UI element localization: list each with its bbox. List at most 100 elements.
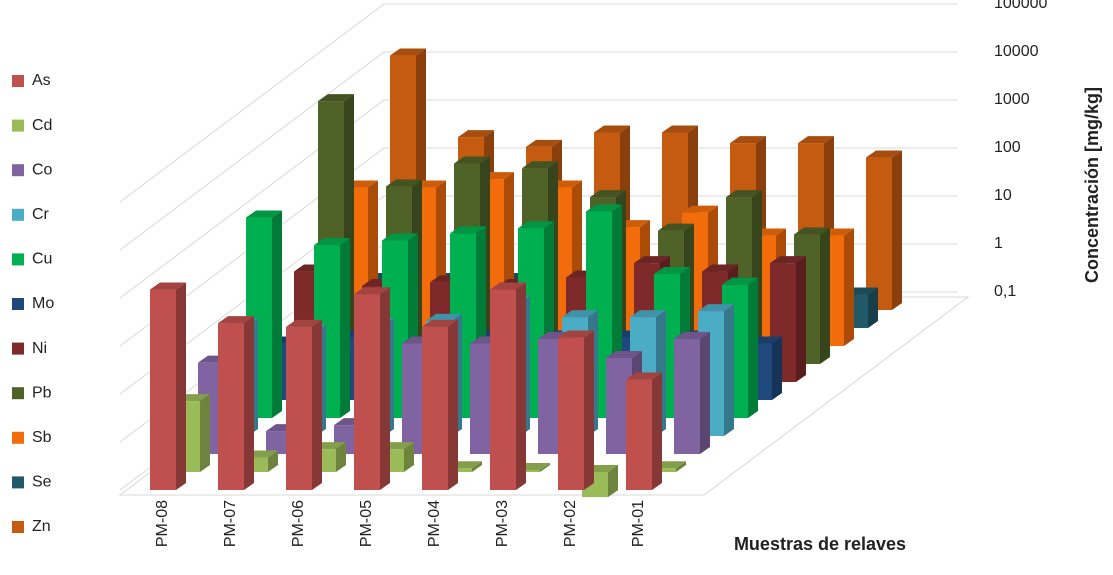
legend-swatch	[12, 387, 24, 400]
bar-top	[726, 190, 762, 198]
grid-line	[119, 147, 958, 347]
bar-top	[522, 161, 558, 169]
bar-front	[150, 289, 176, 490]
legend-swatch	[12, 521, 24, 533]
legend-label: Zn	[32, 518, 51, 535]
bar	[558, 330, 594, 490]
bar-top	[246, 210, 282, 218]
bar-top	[662, 125, 698, 133]
bar-top	[526, 139, 562, 147]
bar-top	[314, 238, 350, 246]
bar	[626, 372, 662, 490]
bar-top	[490, 282, 526, 290]
bar-side	[724, 304, 734, 436]
bar-front	[286, 326, 312, 490]
x-tick-label: PM-06	[290, 500, 307, 547]
legend-label: Pb	[32, 384, 52, 401]
bar-top	[698, 304, 734, 312]
legend-swatch	[12, 298, 24, 310]
bar-top	[518, 221, 554, 229]
bar-top	[794, 227, 830, 235]
x-tick-label: PM-08	[154, 500, 171, 547]
y-tick-label: 1000	[994, 91, 1030, 108]
legend-swatch	[12, 164, 24, 177]
bar-side	[380, 287, 390, 490]
grid-line	[119, 51, 958, 251]
bar-front	[558, 337, 584, 490]
bar-side	[892, 150, 902, 310]
bar	[218, 316, 254, 490]
x-tick-label: PM-04	[426, 500, 443, 547]
bar-top	[318, 94, 354, 102]
bar-side	[340, 238, 350, 418]
bar-front	[354, 294, 380, 490]
bar-side	[676, 461, 686, 472]
legend-swatch	[12, 342, 24, 355]
bar-side	[244, 316, 254, 490]
bar-side	[312, 319, 322, 490]
bar-side	[336, 442, 346, 472]
bar	[422, 319, 458, 490]
legend-label: Cu	[32, 251, 52, 268]
bar-side	[700, 331, 710, 454]
bar-side	[404, 442, 414, 472]
bar-side	[796, 256, 806, 382]
bar-side	[748, 277, 758, 418]
bar-top	[382, 233, 418, 241]
bar-top	[558, 330, 594, 338]
bar-top	[590, 190, 626, 198]
x-tick-label: PM-03	[494, 500, 511, 547]
legend-label: As	[32, 72, 51, 89]
bar-top	[682, 205, 718, 213]
bar-side	[268, 450, 278, 472]
bar-side	[540, 463, 550, 472]
bar-side	[472, 461, 482, 472]
bar-top	[390, 48, 426, 56]
legend-label: Cd	[32, 117, 52, 134]
bar-side	[516, 282, 526, 490]
bar-side	[584, 330, 594, 490]
bar-top	[422, 319, 458, 327]
bar	[674, 331, 710, 454]
bar-top	[798, 136, 834, 144]
legend-swatch	[12, 119, 24, 132]
bar-top	[458, 130, 494, 138]
bar-top	[454, 156, 490, 164]
bar	[354, 287, 390, 490]
bar-side	[272, 210, 282, 418]
bar	[770, 256, 806, 382]
bar-top	[562, 310, 598, 318]
bar-top	[150, 282, 186, 290]
legend-swatch	[12, 431, 24, 444]
legend-label: Co	[32, 161, 53, 178]
legend-swatch	[12, 75, 24, 87]
grid-line	[119, 99, 958, 299]
x-tick-label: PM-01	[630, 500, 647, 547]
bar-side	[844, 228, 854, 346]
bar-top	[286, 319, 322, 327]
bar-top	[654, 267, 690, 274]
legend-label: Se	[32, 474, 52, 491]
bar-top	[770, 256, 806, 264]
bar-front	[650, 468, 676, 472]
bar-top	[634, 256, 670, 264]
bar	[490, 282, 526, 490]
bar	[698, 304, 734, 436]
bar-top	[730, 136, 766, 144]
legend-swatch	[12, 253, 24, 266]
bar-top	[674, 331, 710, 339]
y-axis-title: Concentración [mg/kg]	[1082, 87, 1102, 283]
bar-front	[514, 470, 540, 472]
bar-top	[594, 125, 630, 133]
bar-front	[626, 379, 652, 490]
y-tick-label: 100000	[994, 0, 1047, 12]
bar-top	[866, 150, 902, 158]
bar-side	[820, 227, 830, 364]
bar-top	[702, 264, 738, 272]
bar-side	[176, 282, 186, 490]
bar-front	[866, 157, 892, 310]
bar-top	[722, 277, 758, 285]
bar-top	[218, 316, 254, 324]
bar-front	[490, 289, 516, 490]
grid-line	[119, 3, 958, 203]
